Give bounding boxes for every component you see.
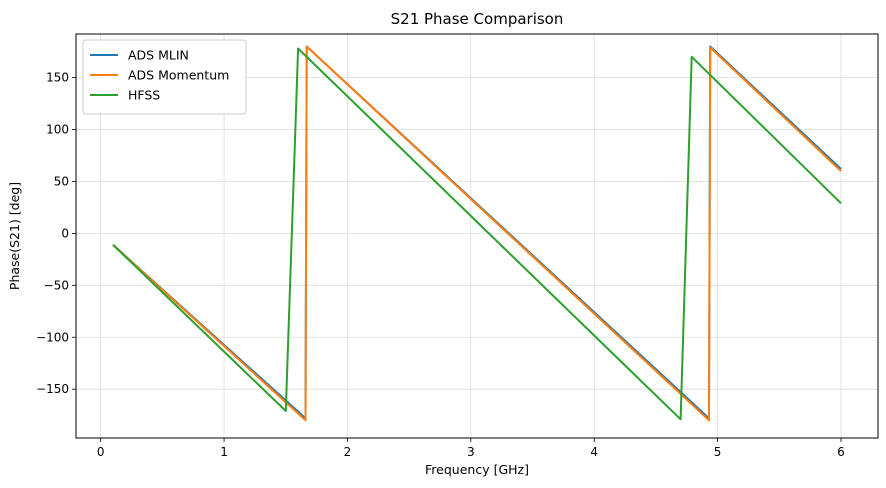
x-axis-label: Frequency [GHz] — [425, 462, 529, 477]
y-tick-label: 0 — [61, 226, 69, 240]
axis-ticks: 0 1 2 3 4 5 6 −150 −100 −50 0 50 100 150 — [36, 71, 845, 459]
plot-frame — [75, 33, 879, 439]
legend-box — [82, 39, 247, 115]
y-tick-label: −150 — [36, 382, 69, 396]
y-tick-label: 150 — [46, 71, 69, 85]
y-tick-label: −50 — [44, 278, 69, 292]
x-tick-label: 1 — [220, 445, 228, 459]
x-tick-label: 4 — [590, 445, 598, 459]
legend-entry: HFSS — [128, 88, 160, 103]
x-tick-label: 3 — [467, 445, 475, 459]
legend: ADS MLIN ADS Momentum HFSS — [82, 39, 247, 115]
y-axis-label: Phase(S21) [deg] — [7, 182, 22, 290]
x-tick-label: 2 — [344, 445, 352, 459]
y-tick-label: 50 — [54, 174, 69, 188]
chart-title: S21 Phase Comparison — [391, 10, 564, 28]
y-tick-label: 100 — [46, 123, 69, 137]
legend-entry: ADS Momentum — [128, 68, 229, 83]
series-line-hfss — [112, 47, 842, 421]
series-line-ads-momentum — [112, 45, 842, 422]
y-tick-label: −100 — [36, 330, 69, 344]
series-lines — [112, 45, 842, 422]
legend-entry: ADS MLIN — [128, 48, 189, 63]
x-tick-label: 0 — [97, 445, 105, 459]
x-tick-label: 5 — [714, 445, 722, 459]
x-tick-label: 6 — [837, 445, 845, 459]
